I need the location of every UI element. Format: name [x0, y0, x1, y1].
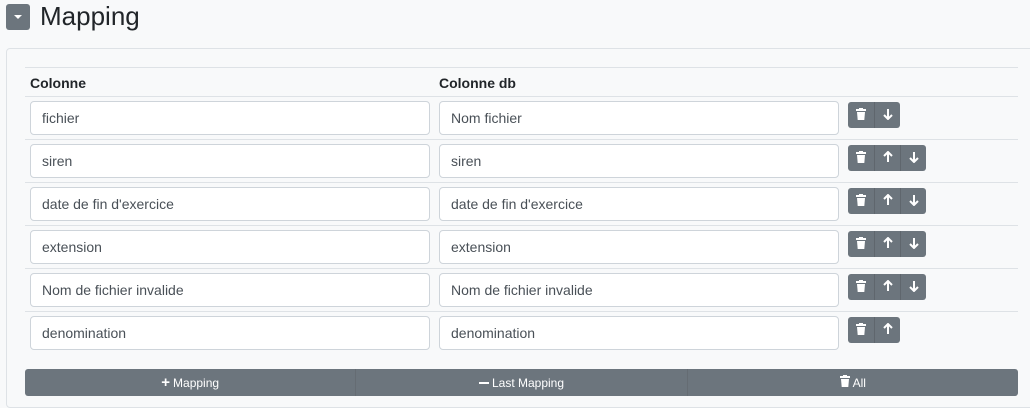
page-title: Mapping: [40, 1, 140, 31]
row-actions: [848, 274, 926, 300]
move-down-button[interactable]: [900, 145, 926, 171]
arrow-down-icon: [908, 194, 919, 209]
trash-icon: [856, 150, 866, 166]
arrow-down-icon: [908, 280, 919, 295]
colonne-db-input[interactable]: extension: [439, 230, 839, 264]
table-header: Colonne Colonne db: [25, 67, 1018, 97]
colonne-value: denomination: [42, 325, 127, 341]
table-row: date de fin d'exercice date de fin d'exer…: [25, 183, 1018, 226]
move-up-button[interactable]: [874, 188, 900, 214]
table-row: Nom de fichier invalide Nom de fichier in…: [25, 269, 1018, 312]
row-actions: [848, 188, 926, 214]
colonne-input[interactable]: extension: [30, 230, 430, 264]
arrow-up-icon: [882, 279, 893, 295]
move-down-button[interactable]: [900, 231, 926, 257]
column-header-colonne: Colonne: [30, 75, 86, 91]
colonne-db-value: Nom fichier: [451, 110, 522, 126]
colonne-input[interactable]: denomination: [30, 316, 430, 350]
arrow-up-icon: [882, 322, 893, 338]
trash-icon: [856, 322, 866, 338]
colonne-input[interactable]: siren: [30, 144, 430, 178]
colonne-db-input[interactable]: denomination: [439, 316, 839, 350]
column-header-colonne-db: Colonne db: [439, 75, 516, 91]
move-down-button[interactable]: [874, 102, 900, 128]
trash-icon: [856, 193, 866, 209]
move-up-button[interactable]: [874, 317, 900, 343]
colonne-value: siren: [42, 153, 73, 169]
colonne-value: extension: [42, 239, 102, 255]
colonne-db-input[interactable]: Nom de fichier invalide: [439, 273, 839, 307]
colonne-db-value: siren: [451, 153, 482, 169]
delete-row-button[interactable]: [848, 188, 874, 214]
minus-icon: [478, 381, 489, 384]
arrow-down-icon: [908, 151, 919, 166]
trash-icon: [856, 279, 866, 295]
move-up-button[interactable]: [874, 274, 900, 300]
delete-row-button[interactable]: [848, 231, 874, 257]
arrow-up-icon: [882, 236, 893, 252]
mapping-table: Colonne Colonne db fichier Nom fichier sir…: [25, 67, 1018, 355]
colonne-input[interactable]: Nom de fichier invalide: [30, 273, 430, 307]
trash-icon: [839, 375, 850, 390]
move-down-button[interactable]: [900, 274, 926, 300]
plus-icon: +: [161, 374, 171, 391]
delete-all-button[interactable]: All: [686, 369, 1018, 396]
colonne-db-input[interactable]: siren: [439, 144, 839, 178]
row-actions: [848, 317, 900, 343]
colonne-value: date de fin d'exercice: [42, 196, 174, 212]
delete-row-button[interactable]: [848, 102, 874, 128]
colonne-value: fichier: [42, 110, 80, 126]
add-mapping-button[interactable]: + Mapping: [161, 374, 220, 391]
collapse-toggle-button[interactable]: [6, 4, 30, 30]
colonne-input[interactable]: date de fin d'exercice: [30, 187, 430, 221]
table-row: denomination denomination: [25, 312, 1018, 355]
delete-row-button[interactable]: [848, 317, 874, 343]
table-row: siren siren: [25, 140, 1018, 183]
colonne-value: Nom de fichier invalide: [42, 282, 184, 298]
move-up-button[interactable]: [874, 231, 900, 257]
remove-last-mapping-button[interactable]: Last Mapping: [355, 369, 686, 396]
table-row: fichier Nom fichier: [25, 97, 1018, 140]
colonne-db-value: date de fin d'exercice: [451, 196, 583, 212]
colonne-db-value: extension: [451, 239, 511, 255]
colonne-input[interactable]: fichier: [30, 101, 430, 135]
colonne-db-input[interactable]: date de fin d'exercice: [439, 187, 839, 221]
arrow-up-icon: [882, 193, 893, 209]
arrow-down-icon: [882, 108, 893, 123]
arrow-down-icon: [908, 237, 919, 252]
row-actions: [848, 102, 900, 128]
row-actions: [848, 145, 926, 171]
trash-icon: [856, 236, 866, 252]
trash-icon: [856, 107, 866, 123]
colonne-db-value: denomination: [451, 325, 536, 341]
delete-row-button[interactable]: [848, 274, 874, 300]
delete-row-button[interactable]: [848, 145, 874, 171]
move-up-button[interactable]: [874, 145, 900, 171]
arrow-up-icon: [882, 150, 893, 166]
row-actions: [848, 231, 926, 257]
move-down-button[interactable]: [900, 188, 926, 214]
colonne-db-input[interactable]: Nom fichier: [439, 101, 839, 135]
caret-down-icon: [14, 15, 22, 19]
colonne-db-value: Nom de fichier invalide: [451, 282, 593, 298]
footer-actions: + Mapping Last Mapping All: [25, 369, 1018, 396]
table-row: extension extension: [25, 226, 1018, 269]
